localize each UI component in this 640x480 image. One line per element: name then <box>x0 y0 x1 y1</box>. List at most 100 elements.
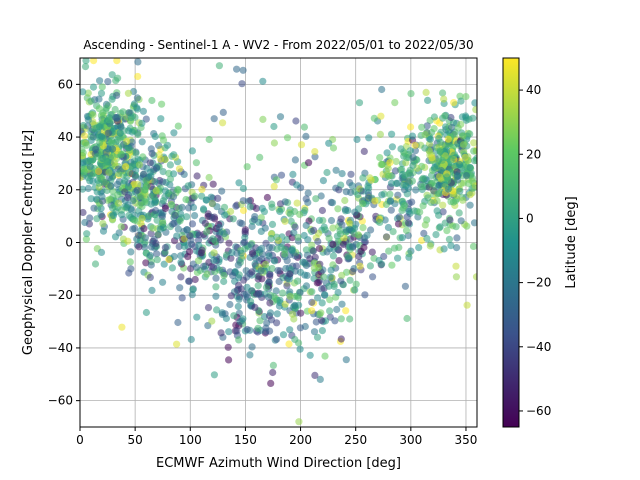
data-point <box>135 161 143 169</box>
data-point <box>139 107 147 115</box>
data-point <box>273 319 281 327</box>
data-point <box>292 117 300 125</box>
data-point <box>146 273 154 281</box>
data-point <box>317 309 325 317</box>
data-point <box>273 233 281 241</box>
data-point <box>327 266 335 274</box>
data-point <box>315 216 323 224</box>
data-point <box>267 379 275 387</box>
data-point <box>388 130 396 138</box>
data-point <box>81 218 89 227</box>
data-point <box>192 159 200 167</box>
data-point <box>306 255 314 263</box>
data-point <box>446 216 454 224</box>
data-point <box>152 239 160 247</box>
data-point <box>462 172 470 180</box>
data-point <box>452 273 460 281</box>
data-point <box>161 187 169 195</box>
data-point <box>113 58 121 65</box>
data-point <box>152 206 160 215</box>
data-point <box>391 99 399 107</box>
data-point <box>177 252 185 260</box>
data-point <box>291 156 299 164</box>
data-point <box>124 89 132 97</box>
colorbar-tick-label: −60 <box>526 404 551 418</box>
data-point <box>346 315 354 323</box>
data-point <box>289 170 297 178</box>
data-point <box>273 335 281 343</box>
data-point <box>81 63 90 71</box>
data-point <box>115 169 123 177</box>
data-point <box>147 172 155 180</box>
data-point <box>442 123 450 131</box>
data-point <box>227 254 235 262</box>
data-point <box>385 247 393 255</box>
data-point <box>388 261 396 269</box>
data-point <box>141 234 149 242</box>
data-point <box>304 189 312 197</box>
data-point <box>174 225 182 233</box>
data-point <box>443 227 451 235</box>
data-point <box>235 336 243 344</box>
data-point <box>380 252 388 261</box>
data-point <box>358 200 367 208</box>
data-point <box>463 301 471 309</box>
data-point <box>276 207 284 215</box>
data-point <box>205 135 213 144</box>
data-point <box>142 308 150 317</box>
data-point <box>239 184 247 193</box>
data-point <box>84 184 92 193</box>
data-point <box>378 160 386 169</box>
data-point <box>246 351 254 359</box>
data-point <box>277 171 286 179</box>
data-point <box>161 244 169 252</box>
data-point <box>141 243 149 251</box>
data-point <box>132 166 140 174</box>
data-point <box>147 230 155 238</box>
data-point <box>447 242 455 250</box>
data-point <box>334 205 342 213</box>
data-point <box>183 226 191 234</box>
data-point <box>472 273 477 281</box>
data-point <box>293 181 301 189</box>
data-point <box>195 231 203 239</box>
data-point <box>392 157 400 166</box>
data-point <box>132 149 140 157</box>
data-point <box>338 300 346 308</box>
data-point <box>80 149 87 157</box>
data-point <box>403 314 411 323</box>
data-point <box>93 124 101 132</box>
data-point <box>84 116 92 124</box>
data-point <box>86 163 94 171</box>
data-point <box>338 271 346 279</box>
data-point <box>98 83 106 91</box>
data-point <box>398 234 406 242</box>
data-point <box>369 273 377 281</box>
data-point <box>109 211 118 220</box>
data-point <box>209 180 217 188</box>
colorbar-ticks: −60 −40 −20 0 20 40 <box>519 83 551 418</box>
data-point <box>329 144 338 152</box>
data-point <box>118 211 126 219</box>
data-point <box>166 181 174 189</box>
data-point <box>437 167 445 175</box>
data-point <box>95 105 103 113</box>
x-tick-label: 250 <box>344 433 367 447</box>
data-point <box>198 192 206 200</box>
x-tick-label: 150 <box>234 433 257 447</box>
data-point <box>376 218 384 226</box>
data-point <box>92 195 101 203</box>
data-point <box>259 77 267 85</box>
data-point <box>337 277 345 285</box>
data-point <box>469 114 477 122</box>
data-point <box>127 114 135 122</box>
data-point <box>268 220 277 228</box>
data-point <box>80 88 87 96</box>
data-point <box>439 208 447 216</box>
data-point <box>235 274 243 282</box>
data-point <box>80 185 87 193</box>
data-point <box>272 287 280 295</box>
data-point <box>220 230 228 238</box>
data-point <box>177 258 185 266</box>
data-point <box>269 361 277 369</box>
